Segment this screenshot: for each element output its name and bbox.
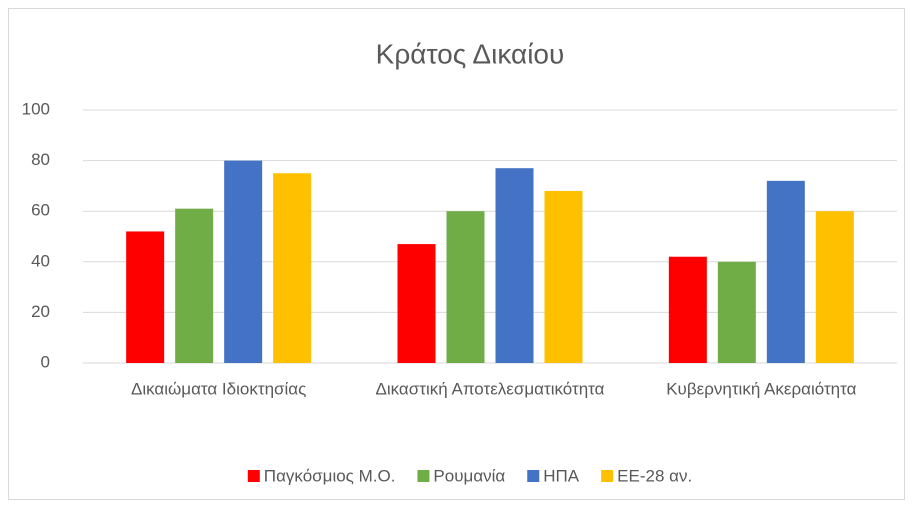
bar (668, 256, 707, 363)
legend-swatch (417, 470, 430, 482)
bar (544, 190, 583, 363)
x-tick-label: Κυβερνητική Ακεραιότητα (666, 379, 856, 398)
bar (495, 168, 534, 363)
y-tick-label: 20 (31, 302, 50, 321)
y-tick-label: 100 (22, 99, 50, 118)
y-tick-label: 80 (31, 150, 50, 169)
legend-swatch (601, 470, 614, 482)
bar (224, 160, 263, 363)
legend-label: Παγκόσμιος Μ.Ο. (264, 466, 396, 485)
bar (717, 261, 756, 363)
chart-title: Κράτος Δικαίου (376, 38, 565, 69)
x-tick-label: Δικαστική Αποτελεσματικότητα (376, 379, 605, 398)
bar (766, 180, 805, 363)
bar (126, 231, 165, 363)
bar (175, 208, 214, 363)
y-tick-label: 40 (31, 251, 50, 270)
legend-label: Ρουμανία (433, 466, 505, 485)
bar (446, 211, 485, 363)
legend-swatch (247, 470, 260, 482)
y-tick-label: 0 (41, 352, 50, 371)
bar (273, 173, 312, 363)
legend: Παγκόσμιος Μ.Ο. Ρουμανία ΗΠΑ ΕΕ-28 αν. (247, 466, 692, 485)
legend-label: ΕΕ-28 αν. (617, 466, 692, 485)
x-tick-label: Δικαιώματα Ιδιοκτησίας (131, 379, 306, 398)
legend-label: ΗΠΑ (543, 466, 580, 485)
bar (815, 211, 854, 363)
bar (397, 244, 436, 363)
y-tick-label: 60 (31, 201, 50, 220)
legend-swatch (527, 470, 540, 482)
